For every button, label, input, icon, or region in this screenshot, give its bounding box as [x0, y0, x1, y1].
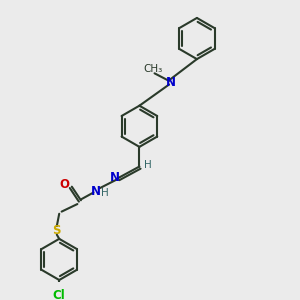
Text: Cl: Cl [53, 289, 66, 300]
Text: H: H [101, 188, 109, 198]
Text: H: H [144, 160, 152, 170]
Text: CH₃: CH₃ [143, 64, 163, 74]
Text: N: N [91, 184, 100, 197]
Text: N: N [110, 171, 120, 184]
Text: O: O [59, 178, 69, 191]
Text: S: S [52, 224, 60, 237]
Text: N: N [166, 76, 176, 89]
